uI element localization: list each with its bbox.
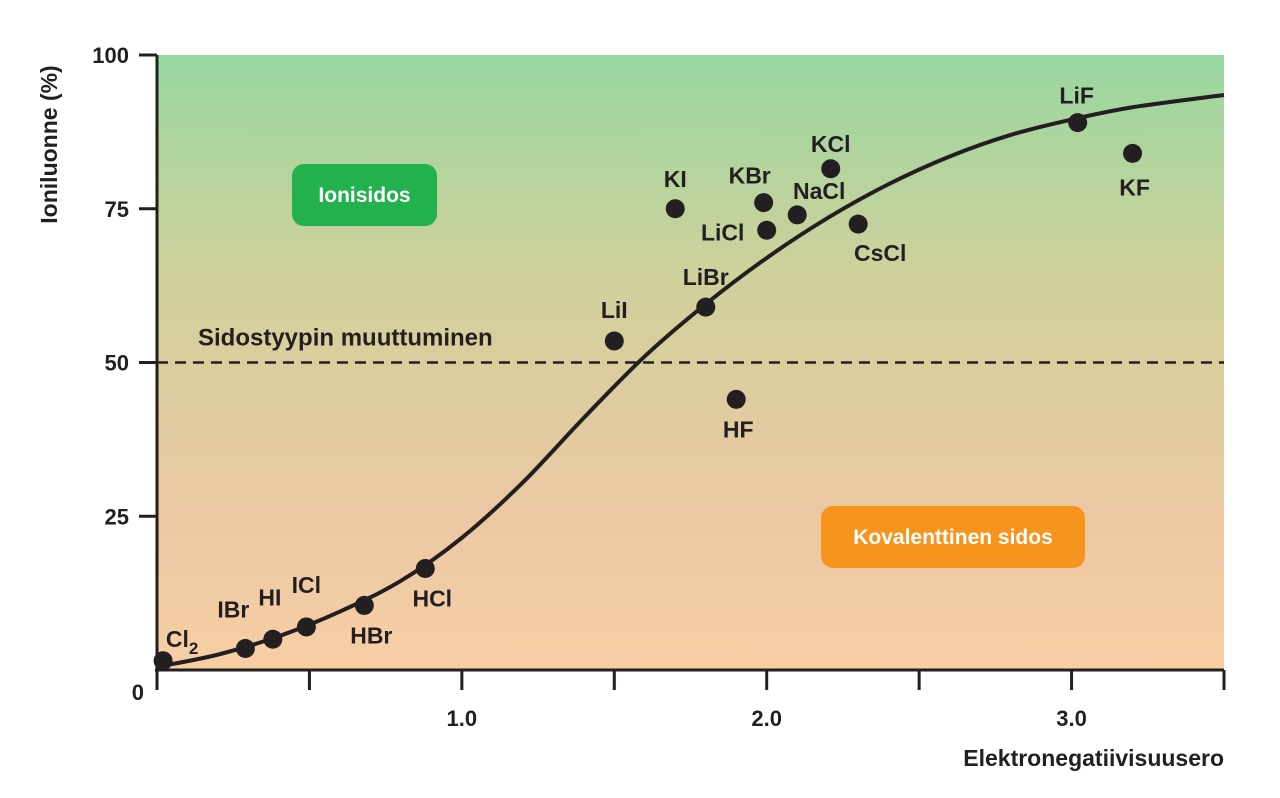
point-kf xyxy=(1123,143,1143,163)
point-lif xyxy=(1068,113,1088,133)
x-tick-label: 2.0 xyxy=(751,706,782,731)
covalent-bond-badge xyxy=(821,506,1085,568)
label-lii: LiI xyxy=(601,297,628,323)
label-kf: KF xyxy=(1119,174,1150,200)
label-ki: KI xyxy=(664,166,687,192)
x-axis-label: Elektronegatiivisuusero xyxy=(963,745,1224,771)
ionic-bond-badge-text: Ionisidos xyxy=(318,184,410,207)
point-kbr xyxy=(754,193,774,213)
y-axis-label: Ioniluonne (%) xyxy=(36,65,62,223)
x-tick-label: 3.0 xyxy=(1056,706,1087,731)
ionic-bond-badge xyxy=(292,164,437,226)
covalent-bond-badge-text: Kovalenttinen sidos xyxy=(853,526,1053,549)
point-icl xyxy=(296,617,316,637)
point-kcl xyxy=(821,159,841,179)
point-ibr xyxy=(235,638,255,658)
label-hf: HF xyxy=(723,416,754,442)
point-licl xyxy=(757,220,777,240)
label-kcl: KCl xyxy=(811,131,851,157)
label-icl: ICl xyxy=(292,572,321,598)
point-hcl xyxy=(415,559,435,579)
label-lif: LiF xyxy=(1059,83,1094,109)
label-cscl: CsCl xyxy=(854,240,906,266)
x-tick-label: 1.0 xyxy=(447,706,478,731)
ionic-character-curve xyxy=(156,92,1225,669)
point-cl2 xyxy=(153,651,173,671)
label-ibr: IBr xyxy=(217,596,249,622)
point-hf xyxy=(726,389,746,409)
label-hbr: HBr xyxy=(350,622,392,648)
point-nacl xyxy=(787,205,807,225)
label-hi: HI xyxy=(258,584,281,610)
point-ki xyxy=(665,199,685,219)
y-tick-label: 100 xyxy=(92,43,129,68)
label-hcl: HCl xyxy=(412,586,452,612)
label-nacl: NaCl xyxy=(793,178,845,204)
label-licl: LiCl xyxy=(701,219,744,245)
point-hbr xyxy=(354,595,374,615)
point-hi xyxy=(263,629,283,649)
label-kbr: KBr xyxy=(729,163,771,189)
y-tick-label: 75 xyxy=(105,197,129,222)
reference-line-label: Sidostyypin muuttuminen xyxy=(198,325,493,352)
label-libr: LiBr xyxy=(683,264,729,290)
point-cscl xyxy=(848,214,868,234)
point-lii xyxy=(604,331,624,351)
y-tick-label: 25 xyxy=(105,504,129,529)
point-libr xyxy=(696,297,716,317)
y-tick-label: 0 xyxy=(132,680,144,705)
y-tick-label: 50 xyxy=(105,351,129,376)
